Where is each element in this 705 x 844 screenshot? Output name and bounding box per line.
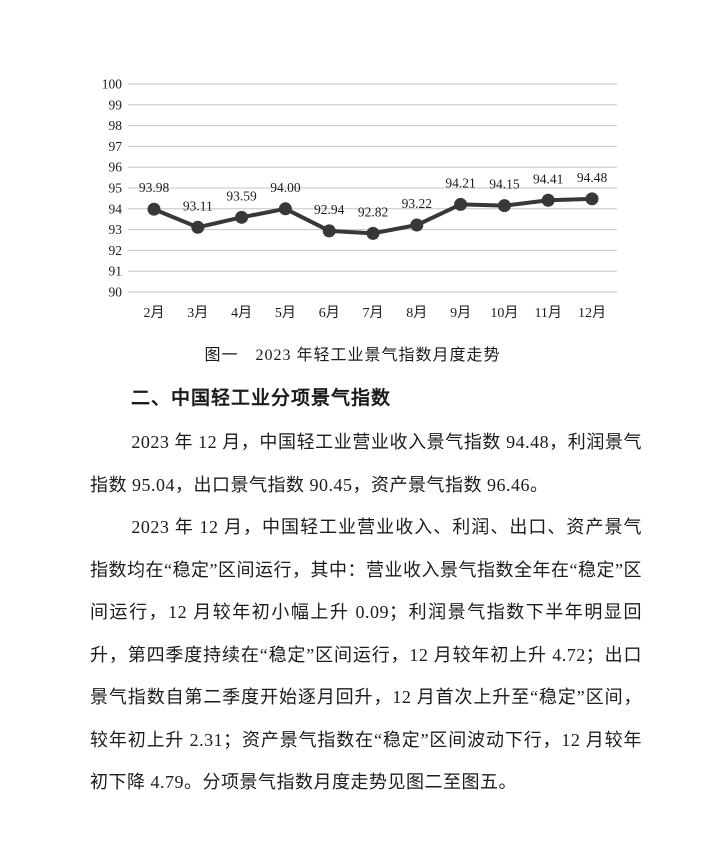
data-point-marker	[585, 192, 599, 206]
data-point-marker	[497, 199, 511, 213]
data-point-marker	[322, 224, 336, 238]
data-point-marker	[541, 193, 555, 207]
data-point-label: 94.48	[577, 170, 608, 185]
x-axis-tick-label: 3月	[187, 305, 208, 321]
data-point-label: 93.98	[139, 180, 170, 195]
x-axis-tick-label: 12月	[578, 305, 606, 321]
data-point-marker	[410, 218, 424, 232]
y-axis-tick-label: 93	[109, 222, 123, 237]
paragraph-summary: 2023 年 12 月，中国轻工业营业收入景气指数 94.48，利润景气指数 9…	[90, 432, 642, 495]
data-point-label: 94.00	[270, 180, 301, 195]
data-point-marker	[147, 202, 161, 216]
x-axis-tick-label: 10月	[490, 305, 518, 321]
y-axis-tick-label: 98	[109, 118, 123, 133]
data-point-marker	[191, 220, 205, 234]
y-axis-tick-label: 96	[109, 160, 123, 175]
y-axis-tick-label: 92	[109, 243, 123, 258]
x-axis-tick-label: 8月	[406, 305, 427, 321]
x-axis-tick-label: 2月	[144, 305, 165, 321]
data-point-marker	[278, 202, 292, 216]
line-chart: 90 91 92 93 94 95 96 97 98 99 100 2月 3月 4月 5月 6月 7月 8月 9月 1…	[102, 77, 617, 321]
figure-caption: 图一 2023 年轻工业景气指数月度走势	[204, 347, 501, 364]
x-axis-tick-label: 9月	[450, 305, 471, 321]
y-axis-tick-label: 95	[109, 181, 123, 196]
data-point-marker	[454, 197, 468, 211]
x-axis-tick-label: 5月	[275, 305, 296, 321]
body-text-block: 2023 年 12 月，中国轻工业营业收入景气指数 94.48，利润景气指数 9…	[90, 421, 642, 804]
x-axis-tick-label: 4月	[231, 305, 252, 321]
data-point-marker	[366, 226, 380, 240]
paragraph-detail: 2023 年 12 月，中国轻工业营业收入、利润、出口、资产景气指数均在“稳定”…	[90, 517, 642, 792]
data-point-label: 94.15	[489, 177, 520, 192]
x-axis-tick-label: 6月	[319, 305, 340, 321]
data-point-label: 93.22	[402, 196, 432, 211]
data-point-label: 93.59	[226, 188, 257, 203]
y-axis-tick-label: 97	[109, 139, 123, 154]
data-point-label: 94.41	[533, 171, 563, 186]
data-point-marker	[235, 210, 249, 224]
data-point-label: 93.11	[183, 198, 213, 213]
y-axis-tick-label: 91	[109, 264, 123, 279]
data-point-label: 92.94	[314, 202, 345, 217]
section-heading: 二、中国轻工业分项景气指数	[131, 388, 392, 409]
data-point-label: 94.21	[445, 175, 475, 190]
y-axis-tick-label: 99	[109, 97, 123, 112]
y-axis-tick-label: 90	[109, 285, 123, 300]
x-axis-tick-label: 7月	[363, 305, 384, 321]
y-axis-tick-label: 94	[109, 201, 123, 216]
x-axis-tick-label: 11月	[534, 305, 561, 321]
y-axis-tick-label: 100	[102, 77, 123, 92]
data-point-label: 92.82	[358, 204, 388, 219]
